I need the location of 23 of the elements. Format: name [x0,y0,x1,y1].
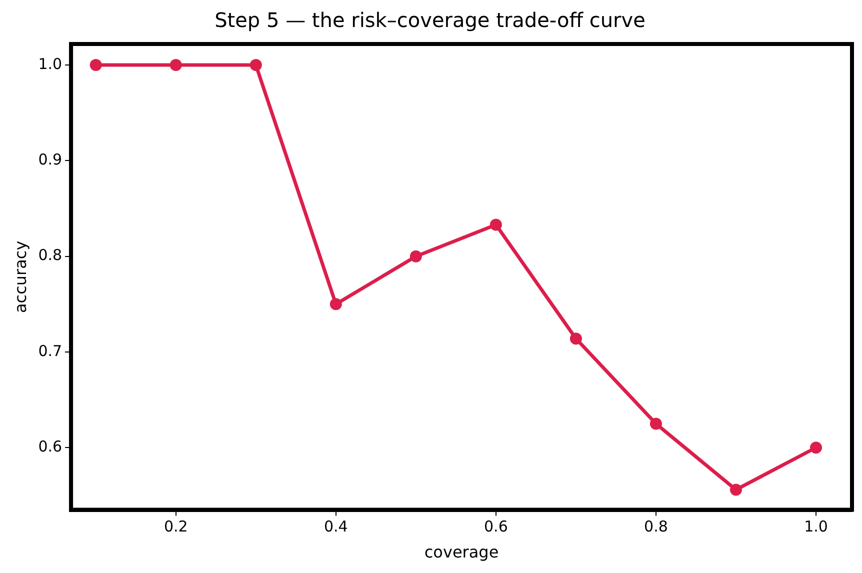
x-tick-label: 0.6 [484,518,508,536]
y-tick-label: 0.9 [38,150,62,169]
point [170,59,182,72]
point [250,59,262,72]
point [410,250,422,262]
y-tick-label: 0.7 [38,342,62,360]
point [490,218,502,231]
y-tick-label: 0.6 [38,438,62,456]
y-tick-label: 0.8 [38,246,62,264]
y-tick-label: 1.0 [38,54,62,73]
x-tick-label: 0.4 [324,518,348,536]
point [650,418,662,430]
chart-title: Step 5 — the risk–coverage trade-off curve [214,8,646,32]
point [730,484,742,496]
x-tick-label: 1.0 [804,518,828,536]
y-axis-title: accuracy [10,240,30,313]
x-tick-label: 0.2 [164,518,188,536]
point [570,332,582,345]
x-axis-title: coverage [424,542,499,562]
point [330,298,342,310]
x-tick-label: 0.8 [644,518,668,536]
point [810,442,822,454]
point [90,59,102,72]
